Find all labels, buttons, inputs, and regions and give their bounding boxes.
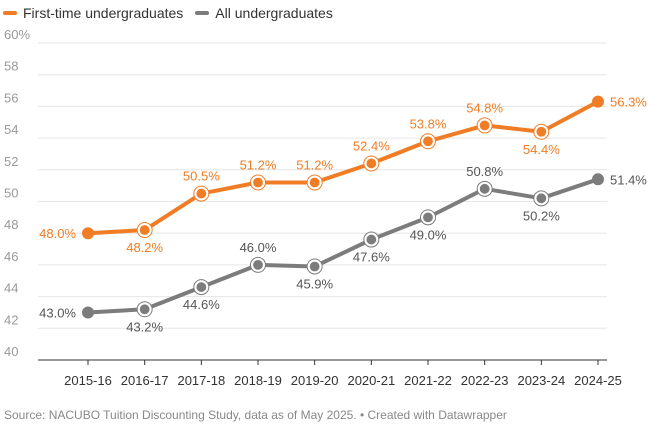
data-point <box>592 95 604 108</box>
x-tick-label: 2016-17 <box>121 373 169 388</box>
x-tick-label: 2022-23 <box>461 373 509 388</box>
data-label: 50.8% <box>466 164 503 179</box>
chart-legend: First-time undergraduates All undergradu… <box>3 5 345 21</box>
data-label: 52.4% <box>353 138 390 153</box>
x-tick-label: 2015-16 <box>64 373 112 388</box>
data-label: 48.2% <box>126 240 163 255</box>
x-tick-label: 2020-21 <box>347 373 395 388</box>
legend-label-all: All undergraduates <box>215 5 333 21</box>
data-label: 51.2% <box>240 157 277 172</box>
data-point <box>251 176 265 189</box>
y-tick-label: 58 <box>4 59 18 74</box>
source-note: Source: NACUBO Tuition Discounting Study… <box>4 408 507 422</box>
data-label: 49.0% <box>410 227 447 242</box>
data-label: 50.2% <box>523 208 560 223</box>
y-tick-label: 42 <box>4 312 18 327</box>
data-label: 54.4% <box>523 142 560 157</box>
y-tick-label: 44 <box>4 281 18 296</box>
legend-label-first-time: First-time undergraduates <box>23 5 184 21</box>
y-tick-label: 54 <box>4 122 18 137</box>
legend-swatch-all <box>195 11 210 15</box>
x-tick-label: 2017-18 <box>177 373 225 388</box>
y-tick-label: 60% <box>4 27 30 42</box>
data-label: 50.5% <box>183 169 220 184</box>
data-point <box>308 176 321 189</box>
data-point <box>478 119 491 132</box>
data-point <box>138 223 151 237</box>
data-point <box>195 187 208 200</box>
x-tick-label: 2024-25 <box>574 373 622 388</box>
data-label: 46.0% <box>240 240 277 255</box>
data-point <box>308 260 321 273</box>
data-label: 53.8% <box>410 116 447 131</box>
series-line-0 <box>86 99 600 236</box>
data-point <box>82 227 94 240</box>
y-tick-label: 48 <box>4 217 18 232</box>
data-point <box>421 135 435 148</box>
data-label: 51.2% <box>296 157 333 172</box>
y-tick-label: 50 <box>4 186 18 201</box>
legend-item-first-time: First-time undergraduates <box>3 5 183 21</box>
data-point <box>535 192 548 205</box>
data-label: 43.2% <box>126 319 163 334</box>
data-point <box>138 303 151 316</box>
y-tick-label: 40 <box>4 344 18 359</box>
data-point <box>195 280 208 294</box>
series-line-1 <box>86 177 600 315</box>
data-point <box>82 306 94 319</box>
data-point <box>478 182 491 195</box>
data-label: 45.9% <box>296 276 333 291</box>
legend-swatch-first-time <box>3 11 17 15</box>
legend-item-all: All undergraduates <box>195 5 333 21</box>
data-label: 43.0% <box>39 305 76 320</box>
data-point <box>592 173 604 186</box>
data-point <box>251 258 265 271</box>
data-point <box>535 125 548 138</box>
data-label: 51.4% <box>610 172 647 187</box>
data-point <box>365 157 378 170</box>
data-label: 48.0% <box>39 226 76 241</box>
data-label: 44.6% <box>183 297 220 312</box>
x-tick-label: 2018-19 <box>234 373 282 388</box>
data-point <box>365 233 378 246</box>
y-tick-label: 56 <box>4 90 18 105</box>
y-tick-label: 46 <box>4 249 18 264</box>
data-label: 56.3% <box>610 95 647 110</box>
data-label: 54.8% <box>466 100 503 115</box>
x-tick-label: 2023-24 <box>517 373 565 388</box>
y-tick-label: 52 <box>4 154 18 169</box>
x-tick-label: 2019-20 <box>291 373 339 388</box>
data-label: 47.6% <box>353 250 390 265</box>
data-point <box>421 211 435 224</box>
x-tick-label: 2021-22 <box>404 373 452 388</box>
